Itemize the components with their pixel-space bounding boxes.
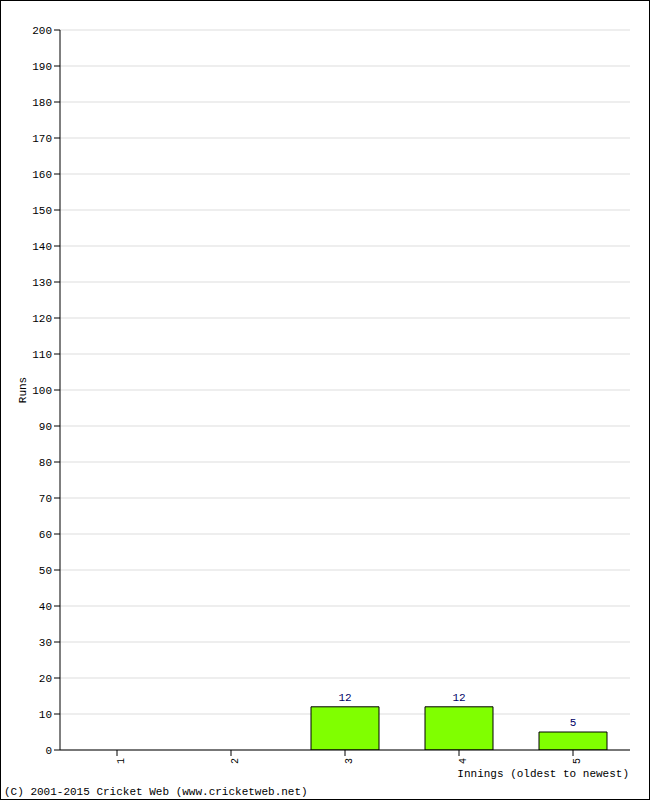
svg-text:70: 70 [39,493,52,505]
svg-text:160: 160 [32,169,52,181]
svg-text:170: 170 [32,133,52,145]
html-text:Innings (oldest to newest): Innings (oldest to newest) [457,768,629,780]
svg-text:90: 90 [39,421,52,433]
svg-text:1: 1 [116,758,127,764]
svg-text:60: 60 [39,529,52,541]
svg-text:200: 200 [32,25,52,37]
svg-text:5: 5 [570,717,577,729]
svg-text:140: 140 [32,241,52,253]
svg-text:3: 3 [344,758,355,764]
svg-text:150: 150 [32,205,52,217]
svg-text:40: 40 [39,601,52,613]
svg-text:2: 2 [230,758,241,764]
svg-text:80: 80 [39,457,52,469]
svg-text:30: 30 [39,637,52,649]
svg-text:110: 110 [32,349,52,361]
svg-text:120: 120 [32,313,52,325]
html-text:(C) 2001-2015 Cricket Web (www: (C) 2001-2015 Cricket Web (www.cricketwe… [4,786,308,798]
svg-text:5: 5 [572,758,583,764]
svg-text:20: 20 [39,673,52,685]
svg-text:12: 12 [338,692,351,704]
svg-text:Runs: Runs [17,377,29,403]
svg-text:10: 10 [39,709,52,721]
svg-text:0: 0 [45,745,52,757]
svg-text:100: 100 [32,385,52,397]
svg-text:12: 12 [452,692,465,704]
svg-text:180: 180 [32,97,52,109]
svg-text:130: 130 [32,277,52,289]
svg-text:50: 50 [39,565,52,577]
svg-text:4: 4 [458,758,469,764]
svg-text:190: 190 [32,61,52,73]
